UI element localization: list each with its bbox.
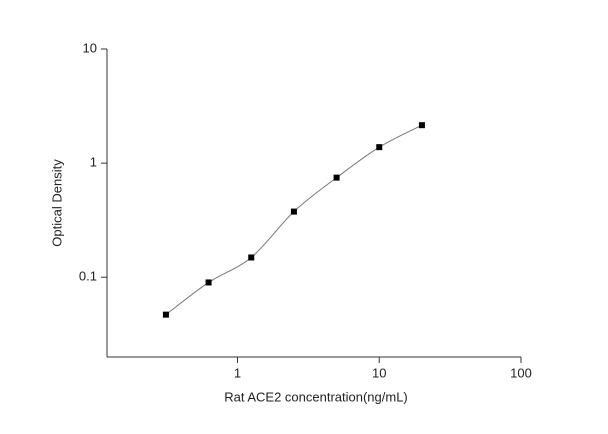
data-point <box>376 144 383 151</box>
fit-curve <box>165 124 423 316</box>
y-tick-label: 10 <box>83 40 97 55</box>
data-point <box>418 122 425 129</box>
y-tick-label: 1 <box>90 155 97 170</box>
x-axis-label: Rat ACE2 concentration(ng/mL) <box>224 389 408 404</box>
data-point <box>205 279 212 286</box>
y-axis-label: Optical Density <box>49 159 64 247</box>
data-point <box>162 311 169 318</box>
x-tick-label: 10 <box>372 365 386 380</box>
x-tick-label: 100 <box>510 365 532 380</box>
data-point <box>333 174 340 181</box>
x-tick-label: 1 <box>234 365 241 380</box>
data-point <box>248 254 255 261</box>
data-point <box>290 208 297 215</box>
y-tick-label: 0.1 <box>79 269 97 284</box>
